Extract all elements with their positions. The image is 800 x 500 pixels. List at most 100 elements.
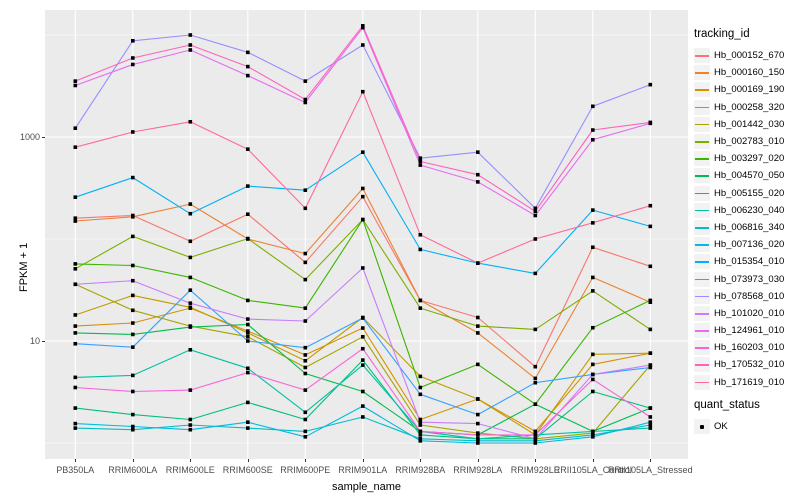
data-point <box>303 358 308 363</box>
x-tick-mark <box>650 459 652 462</box>
data-point <box>418 385 423 390</box>
legend-row-Hb_005155_020: Hb_005155_020 <box>694 185 800 202</box>
data-point <box>591 352 595 357</box>
data-point <box>361 363 365 367</box>
legend-line-swatch <box>695 244 709 246</box>
legend-label: Hb_124961_010 <box>714 325 785 337</box>
data-point <box>476 436 480 441</box>
data-point <box>418 374 423 379</box>
data-point <box>188 48 193 52</box>
legend-row-Hb_007136_020: Hb_007136_020 <box>694 236 800 253</box>
legend-line-swatch <box>695 312 709 315</box>
legend-label: Hb_004570_050 <box>714 170 785 182</box>
data-point <box>246 236 250 241</box>
data-point <box>591 372 595 377</box>
data-point <box>476 412 480 417</box>
legend-line-swatch <box>695 175 709 177</box>
data-point <box>648 426 653 430</box>
legend-key <box>694 168 710 184</box>
data-point <box>73 262 78 266</box>
data-point <box>131 412 135 417</box>
data-point <box>246 366 250 371</box>
data-point <box>246 426 250 430</box>
data-point <box>131 215 135 219</box>
data-point <box>648 120 653 125</box>
data-point <box>131 56 135 60</box>
data-point <box>73 421 78 426</box>
data-point <box>361 217 365 222</box>
data-point <box>476 439 480 443</box>
data-point <box>131 321 135 325</box>
data-point <box>73 79 78 83</box>
data-point <box>591 104 595 109</box>
data-point <box>361 389 365 394</box>
data-point <box>476 172 480 177</box>
data-point <box>246 331 250 335</box>
data-point <box>131 234 135 239</box>
data-point <box>188 388 193 392</box>
x-tick-label: RRIM928BA <box>395 465 446 475</box>
data-point <box>648 363 653 367</box>
data-point <box>361 194 365 199</box>
legend-key <box>694 288 710 304</box>
data-point <box>361 150 365 154</box>
data-point <box>303 188 308 192</box>
data-point <box>418 417 423 422</box>
x-tick-mark <box>132 459 134 462</box>
data-point <box>73 331 78 335</box>
legend-key <box>694 151 710 167</box>
legend-key <box>694 323 710 339</box>
data-point <box>361 186 365 191</box>
data-point <box>246 339 250 343</box>
data-point <box>418 433 423 437</box>
legend-key <box>694 116 710 132</box>
data-point <box>533 402 538 407</box>
data-point <box>303 365 308 370</box>
data-point <box>361 266 365 270</box>
x-tick-mark <box>477 459 479 462</box>
data-point <box>648 300 653 305</box>
data-point <box>361 404 365 408</box>
y-axis-title: FPKM + 1 <box>18 242 30 292</box>
data-point <box>533 327 538 332</box>
legend-key <box>694 134 710 150</box>
data-point <box>246 329 250 333</box>
data-point <box>73 219 78 223</box>
legend-row-Hb_000160_150: Hb_000160_150 <box>694 64 800 81</box>
data-point <box>188 255 193 260</box>
data-point <box>648 406 653 410</box>
data-point <box>246 73 250 78</box>
x-tick-mark <box>535 459 537 462</box>
data-point <box>303 435 308 439</box>
legend-key <box>694 271 710 287</box>
plot-canvas <box>45 10 688 459</box>
data-point <box>476 433 480 437</box>
data-point <box>591 137 595 142</box>
data-point <box>188 43 193 47</box>
legend-key <box>694 419 710 435</box>
legend-line-swatch <box>695 89 709 92</box>
data-point <box>533 237 538 241</box>
legend-row-Hb_000258_320: Hb_000258_320 <box>694 99 800 116</box>
data-point <box>246 370 250 375</box>
data-point <box>591 362 595 367</box>
data-point <box>73 324 78 328</box>
data-point <box>591 435 595 439</box>
data-point <box>361 24 365 28</box>
x-axis-title: sample_name <box>331 481 402 493</box>
data-point <box>648 82 653 87</box>
data-point <box>303 319 308 323</box>
data-point <box>476 431 480 435</box>
data-point <box>418 298 423 303</box>
data-point <box>418 420 423 424</box>
data-point <box>476 421 480 426</box>
legend-key <box>694 99 710 115</box>
data-point <box>648 420 653 424</box>
x-tick-label: RRIM600PE <box>280 465 331 475</box>
data-point <box>188 427 193 432</box>
x-tick-label: PB350LA <box>56 465 95 475</box>
legend-line-swatch <box>695 141 709 143</box>
data-point <box>303 345 308 350</box>
legend-line-swatch <box>695 106 709 109</box>
legend-label: Hb_000169_190 <box>714 84 785 96</box>
